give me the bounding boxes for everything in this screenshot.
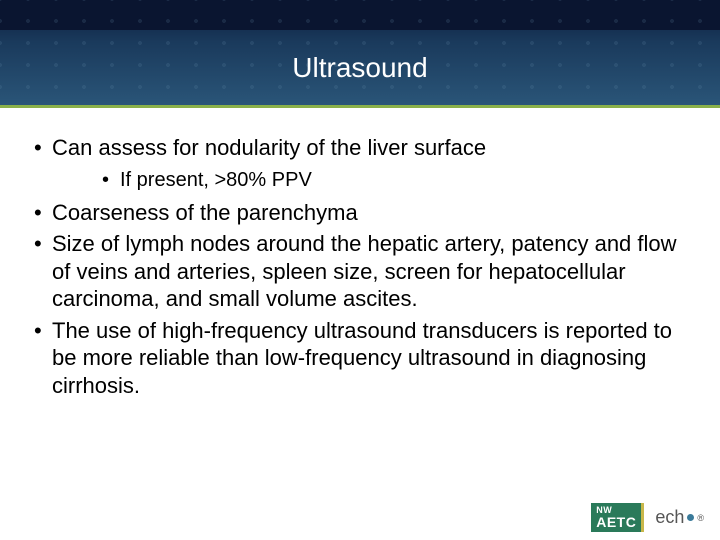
sub-bullet-list: If present, >80% PPV bbox=[102, 168, 690, 193]
slide-content: Can assess for nodularity of the liver s… bbox=[0, 108, 720, 399]
echo-logo: ech ® bbox=[655, 507, 704, 528]
bullet-list: Can assess for nodularity of the liver s… bbox=[30, 134, 690, 399]
sub-bullet-item: If present, >80% PPV bbox=[102, 168, 690, 193]
slide-title: Ultrasound bbox=[0, 52, 720, 84]
echo-text: ech bbox=[655, 507, 684, 528]
bullet-text: Coarseness of the parenchyma bbox=[52, 200, 358, 225]
bullet-item: Can assess for nodularity of the liver s… bbox=[30, 134, 690, 193]
echo-dot-icon bbox=[687, 514, 694, 521]
slide-header: Ultrasound bbox=[0, 0, 720, 108]
bullet-item: The use of high-frequency ultrasound tra… bbox=[30, 317, 690, 400]
slide-footer: NW AETC ech ® bbox=[591, 503, 704, 532]
aetc-stripe bbox=[641, 503, 644, 532]
bullet-item: Coarseness of the parenchyma bbox=[30, 199, 690, 227]
aetc-logo: NW AETC bbox=[591, 503, 641, 532]
aetc-main-text: AETC bbox=[596, 515, 636, 529]
bullet-text: The use of high-frequency ultrasound tra… bbox=[52, 318, 672, 398]
bullet-text: Size of lymph nodes around the hepatic a… bbox=[52, 231, 677, 311]
sub-bullet-text: If present, >80% PPV bbox=[120, 169, 312, 191]
bullet-text: Can assess for nodularity of the liver s… bbox=[52, 135, 486, 160]
echo-registered: ® bbox=[697, 513, 704, 523]
bullet-item: Size of lymph nodes around the hepatic a… bbox=[30, 230, 690, 313]
aetc-logo-box: NW AETC bbox=[591, 503, 641, 532]
